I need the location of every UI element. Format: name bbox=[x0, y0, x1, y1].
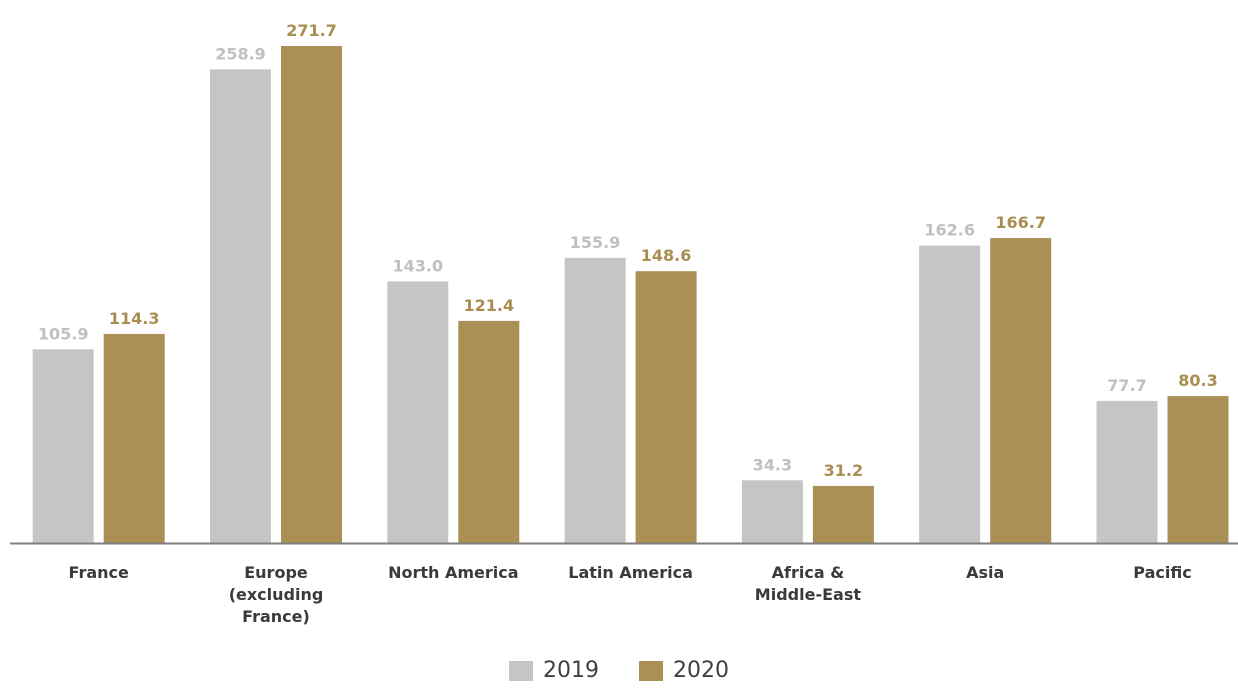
bar-2019 bbox=[387, 281, 449, 543]
data-label-2020: 166.7 bbox=[995, 213, 1046, 232]
data-label-2020: 271.7 bbox=[286, 21, 337, 40]
data-label-2020: 31.2 bbox=[824, 461, 863, 480]
data-label-2020: 114.3 bbox=[109, 309, 160, 328]
bar-2019 bbox=[32, 349, 94, 543]
bar-group: 155.9 148.6 Latin America bbox=[564, 233, 697, 582]
data-label-2020: 148.6 bbox=[641, 246, 692, 265]
bar-group: 77.7 80.3 Pacific bbox=[1096, 371, 1229, 582]
bar-2019 bbox=[741, 480, 803, 543]
bar-group: 143.0 121.4 North America bbox=[387, 256, 520, 582]
legend-item-2020: 2020 bbox=[639, 658, 729, 683]
data-label-2019: 105.9 bbox=[38, 324, 89, 343]
legend-swatch-2019 bbox=[509, 660, 533, 681]
category-label: North America bbox=[388, 563, 518, 582]
legend: 2019 2020 bbox=[0, 658, 1238, 683]
bar-2020 bbox=[812, 485, 874, 543]
bar-2020 bbox=[635, 271, 697, 543]
category-label: France bbox=[69, 563, 129, 582]
bar-2020 bbox=[458, 320, 520, 543]
bar-2020 bbox=[990, 238, 1052, 543]
bar-2020 bbox=[1167, 396, 1229, 543]
bar-2019 bbox=[210, 69, 271, 544]
bar-group: 105.9 114.3 France bbox=[32, 309, 165, 582]
data-label-2019: 77.7 bbox=[1107, 376, 1146, 395]
bar-2019 bbox=[919, 245, 981, 543]
data-label-2020: 80.3 bbox=[1178, 371, 1217, 390]
data-label-2019: 155.9 bbox=[570, 233, 621, 252]
legend-label-2020: 2020 bbox=[673, 658, 729, 683]
bar-group: 258.9 271.7 Europe (excluding France) bbox=[210, 21, 342, 626]
category-label: Latin America bbox=[568, 563, 693, 582]
data-label-2019: 162.6 bbox=[924, 221, 975, 240]
bar-2019 bbox=[1096, 400, 1158, 543]
data-label-2019: 258.9 bbox=[215, 44, 266, 63]
bar-2019 bbox=[564, 257, 626, 543]
legend-label-2019: 2019 bbox=[543, 658, 599, 683]
data-label-2020: 121.4 bbox=[463, 296, 514, 315]
category-label: Africa & Middle-East bbox=[755, 563, 862, 604]
category-label: Europe (excluding France) bbox=[229, 563, 324, 626]
category-label: Asia bbox=[966, 563, 1004, 582]
category-label: Pacific bbox=[1133, 563, 1191, 582]
legend-item-2019: 2019 bbox=[509, 658, 599, 683]
data-label-2019: 34.3 bbox=[753, 455, 792, 474]
bar-2020 bbox=[281, 46, 342, 543]
data-label-2019: 143.0 bbox=[392, 256, 443, 275]
bar-group: 34.3 31.2 Africa & Middle-East bbox=[741, 455, 874, 604]
bar-2020 bbox=[103, 333, 165, 543]
bar-group: 162.6 166.7 Asia bbox=[919, 213, 1052, 582]
legend-swatch-2020 bbox=[639, 660, 663, 681]
